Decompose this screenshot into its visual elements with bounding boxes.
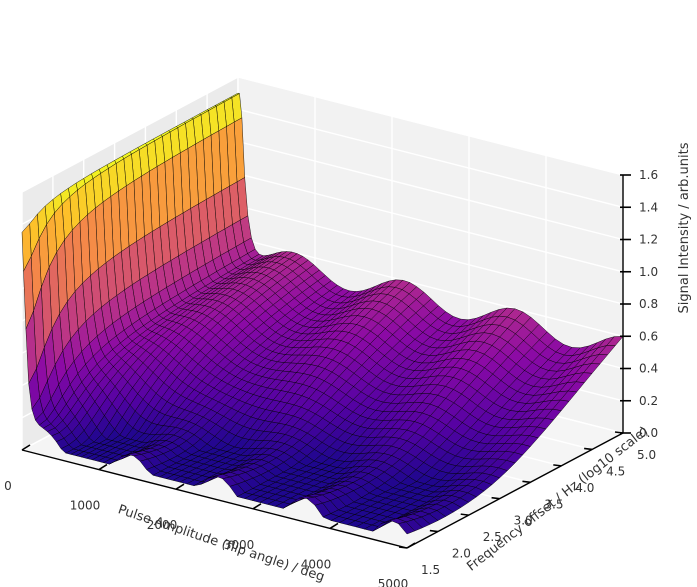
y-tick-label: 2.0 [452,547,471,561]
z-axis-label: Signal Intensity / arb.units [677,142,692,313]
z-axis-ticks: 0.0 0.2 0.4 0.6 0.8 1.0 1.2 1.4 1.6 [620,168,658,440]
x-tick-label: 5000 [378,577,409,587]
signal-surface [21,92,624,535]
x-axis-line [21,449,408,549]
y-tick-label: 2.5 [483,530,502,544]
z-tick-label: 0.8 [639,297,658,311]
y-tick-label: 5.0 [637,448,656,462]
y-tick-mark [460,513,469,516]
x-tick-mark [175,483,185,490]
y-tick-label: 4.0 [575,481,594,495]
x-tick-label: 1000 [70,499,101,513]
grid-line-z [21,76,624,193]
x-axis-ticks: 0 1000 2000 3000 4000 5000 [4,444,416,587]
x-tick-label: 0 [4,479,12,493]
z-tick-label: 1.4 [639,200,658,214]
z-tick-label: 1.2 [639,233,658,247]
x-tick-mark [21,444,31,451]
x-tick-mark [252,503,262,510]
z-tick-label: 1.0 [639,265,658,279]
y-tick-mark [522,480,531,484]
y-tick-label: 3.5 [544,497,563,511]
y-axis-line [406,432,624,549]
z-tick-label: 0.0 [639,426,658,440]
y-tick-mark [398,546,408,549]
y-axis-ticks: 1.5 2.0 2.5 3.0 3.5 4.0 4.5 5.0 [398,431,656,577]
x-tick-label: 4000 [301,557,332,571]
z-tick-label: 0.2 [639,394,658,408]
y-tick-mark [584,447,593,451]
x-tick-label: 2000 [147,518,178,532]
x-tick-mark [98,463,108,471]
x-tick-mark [406,542,416,549]
z-tick-label: 0.6 [639,329,658,343]
y-tick-mark [491,496,500,500]
x-tick-mark [329,522,339,530]
y-tick-label: 4.5 [606,464,625,478]
y-tick-label: 3.0 [514,514,533,528]
y-tick-label: 1.5 [421,563,440,577]
z-tick-label: 0.4 [639,362,658,376]
x-tick-label: 3000 [224,538,255,552]
z-tick-label: 1.6 [639,168,658,182]
y-tick-mark [429,529,438,533]
y-tick-mark [553,464,562,467]
surface-face [397,521,416,535]
